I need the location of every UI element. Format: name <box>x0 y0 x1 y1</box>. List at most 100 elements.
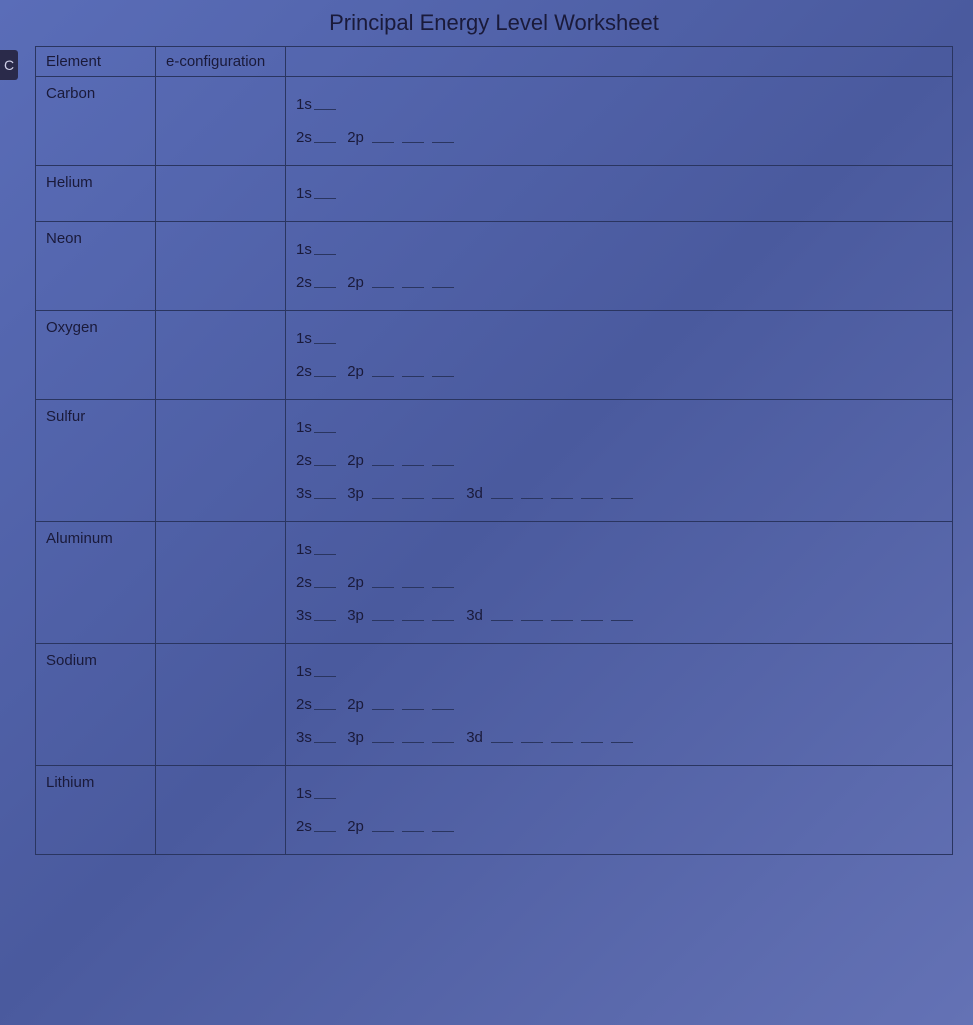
blank-line <box>314 498 336 499</box>
blank-line <box>372 376 394 377</box>
orbital-s1: 1s <box>296 414 339 441</box>
blank-line <box>581 620 603 621</box>
element-cell: Sodium <box>36 644 156 766</box>
element-cell: Neon <box>36 222 156 311</box>
header-config: e-configuration <box>156 47 286 77</box>
orbital-label: 2p <box>347 363 364 380</box>
table-row: Sulfur1s2s 2p3s 3p 3d <box>36 400 953 522</box>
orbital-label: 3d <box>466 607 483 624</box>
blank-group <box>368 447 458 474</box>
diagram-cell: 1s 2s 2p <box>286 222 953 311</box>
orbital-line: 1s <box>296 780 942 807</box>
orbital-line: 1s <box>296 536 942 563</box>
orbital-label: 3p <box>347 729 364 746</box>
orbital-label: 1s <box>296 241 312 258</box>
blank-line <box>314 709 336 710</box>
blank-line <box>372 709 394 710</box>
blank-line <box>432 831 454 832</box>
config-cell <box>156 77 286 166</box>
blank-line <box>581 498 603 499</box>
table-row: Aluminum1s2s 2p3s 3p 3d <box>36 522 953 644</box>
orbital-line: 2s 2p <box>296 569 942 596</box>
blank-line <box>314 376 336 377</box>
diagram-cell: 1s2s 2p <box>286 77 953 166</box>
blank-line <box>402 287 424 288</box>
orbital-label: 2s <box>296 274 312 291</box>
diagram-cell: 1s2s 2p3s 3p 3d <box>286 400 953 522</box>
orbital-label: 2s <box>296 363 312 380</box>
orbital-label: 2s <box>296 696 312 713</box>
blank-line <box>372 142 394 143</box>
worksheet-table: Element e-configuration Carbon1s2s 2pHel… <box>35 46 953 855</box>
orbital-s1: 1s <box>296 658 339 685</box>
blank-group <box>368 358 458 385</box>
diagram-cell: 1s <box>286 166 953 222</box>
blank-line <box>491 498 513 499</box>
blank-group <box>368 124 458 151</box>
diagram-cell: 1s 2s 2p <box>286 766 953 855</box>
table-row: Sodium1s2s 2p3s 3p 3d <box>36 644 953 766</box>
orbital-line: 1s <box>296 325 942 352</box>
blank-line <box>372 287 394 288</box>
orbital-s2: 2s <box>296 813 339 840</box>
orbital-label: 3s <box>296 607 312 624</box>
blank-line <box>551 620 573 621</box>
element-cell: Carbon <box>36 77 156 166</box>
orbital-s1: 1s <box>296 325 339 352</box>
diagram-cell: 1s 2s 2p <box>286 311 953 400</box>
orbital-line: 2s 2p <box>296 813 942 840</box>
blank-group <box>368 480 458 507</box>
blank-line <box>611 498 633 499</box>
blank-line <box>521 742 543 743</box>
blank-line <box>432 620 454 621</box>
blank-line <box>432 376 454 377</box>
orbital-line: 1s <box>296 658 942 685</box>
diagram-cell: 1s2s 2p3s 3p 3d <box>286 644 953 766</box>
element-cell: Oxygen <box>36 311 156 400</box>
blank-line <box>551 742 573 743</box>
blank-line <box>402 142 424 143</box>
orbital-line: 3s 3p 3d <box>296 480 942 507</box>
orbital-line: 1s <box>296 91 942 118</box>
blank-line <box>402 620 424 621</box>
blank-line <box>402 498 424 499</box>
table-row: Carbon 1s2s 2p <box>36 77 953 166</box>
blank-line <box>314 620 336 621</box>
orbital-s1: 1s <box>296 180 339 207</box>
edge-tab: C <box>0 50 18 80</box>
config-cell <box>156 766 286 855</box>
orbital-label: 1s <box>296 785 312 802</box>
orbital-s2: 2s <box>296 569 339 596</box>
table-row: Oxygen 1s 2s 2p <box>36 311 953 400</box>
orbital-p2: 2p <box>347 691 458 718</box>
orbital-label: 2s <box>296 818 312 835</box>
orbital-label: 2p <box>347 452 364 469</box>
blank-line <box>551 498 573 499</box>
orbital-label: 3d <box>466 485 483 502</box>
blank-group <box>368 691 458 718</box>
orbital-s2: 2s <box>296 691 339 718</box>
orbital-d3: 3d <box>466 480 637 507</box>
orbital-line: 1s <box>296 180 942 207</box>
blank-group <box>487 480 637 507</box>
orbital-label: 2p <box>347 696 364 713</box>
header-diagram <box>286 47 953 77</box>
table-row: Helium1s <box>36 166 953 222</box>
table-header-row: Element e-configuration <box>36 47 953 77</box>
orbital-label: 3d <box>466 729 483 746</box>
table-row: Neon 1s 2s 2p <box>36 222 953 311</box>
blank-line <box>402 376 424 377</box>
orbital-label: 2p <box>347 274 364 291</box>
orbital-line: 2s 2p <box>296 358 942 385</box>
blank-group <box>368 602 458 629</box>
orbital-d3: 3d <box>466 724 637 751</box>
blank-line <box>432 742 454 743</box>
orbital-s3: 3s <box>296 480 339 507</box>
blank-line <box>402 831 424 832</box>
orbital-line: 2s 2p <box>296 269 942 296</box>
blank-line <box>314 109 336 110</box>
orbital-d3: 3d <box>466 602 637 629</box>
blank-line <box>432 142 454 143</box>
orbital-line: 1s <box>296 414 942 441</box>
blank-line <box>372 465 394 466</box>
